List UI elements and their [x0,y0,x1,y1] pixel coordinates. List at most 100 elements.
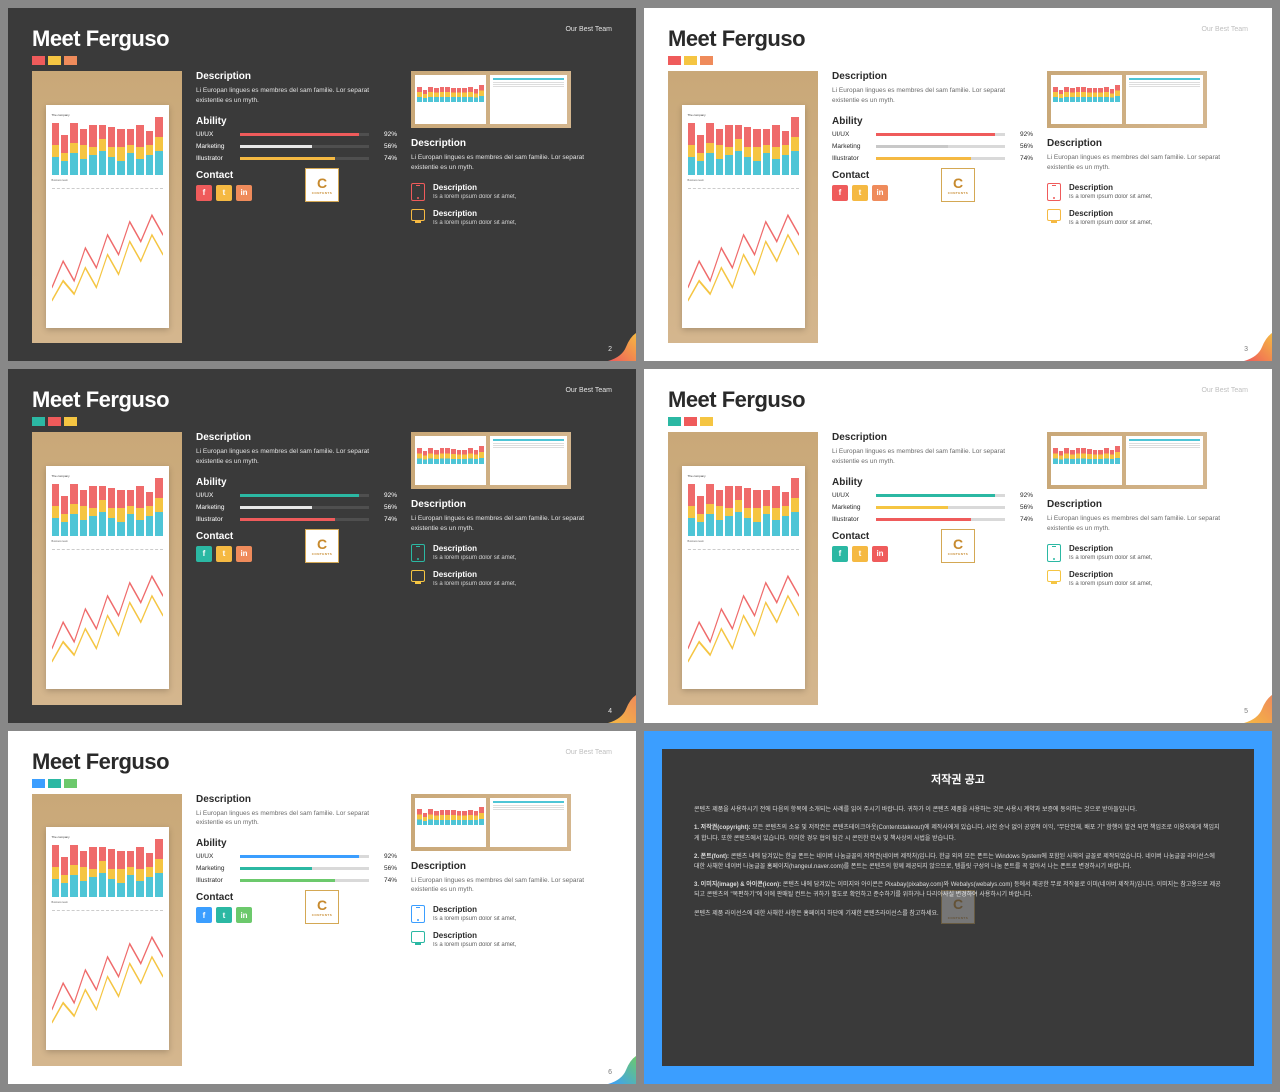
ability-row: Illustrator 74% [196,877,397,884]
ability-bar [876,506,1005,509]
chart-paper: The company Business team [682,105,805,328]
social-button[interactable]: in [872,546,888,562]
icon-desc-title: Description [433,570,516,579]
screen-icon [411,931,425,943]
ability-row: Illustrator 74% [196,516,397,523]
social-button[interactable]: f [196,185,212,201]
social-button[interactable]: t [852,185,868,201]
ability-value: 92% [375,492,397,499]
logo-letter: C [953,536,963,552]
ability-bar [876,145,1005,148]
watermark-logo: C CONTENTS [305,529,339,563]
ability-bar [240,145,369,148]
copyright-title: 저작권 공고 [694,771,1222,790]
ability-row: Marketing 56% [832,143,1033,150]
ability-value: 74% [375,516,397,523]
copyright-p2: 2. 폰트(font): 콘텐츠 내에 담겨있는 한글 폰트는 네이버 나눔글꼴… [694,852,1222,872]
chart-title: The company [52,474,163,478]
corner-decoration [1244,695,1272,723]
accent-tab [64,417,77,426]
slide-title: Meet Ferguso [668,387,805,413]
ability-value: 56% [375,504,397,511]
social-button[interactable]: t [216,546,232,562]
screen-icon [411,570,425,582]
icon-desc-title: Description [433,905,516,914]
chart-subtitle: Business team [688,540,799,543]
social-button[interactable]: in [236,907,252,923]
ability-label: Illustrator [196,516,234,523]
slide-subtitle: Our Best Team [565,387,612,394]
ability-bar [240,518,369,521]
icon-desc-text: Is a lorem ipsum dolor sit amet, [1069,220,1152,226]
logo-subtitle: CONTENTS [312,552,333,556]
ability-label: UI/UX [196,131,234,138]
right-desc-text: Li Europan lingues es membres del sam fa… [411,153,612,173]
social-button[interactable]: t [852,546,868,562]
hero-photo: The company Business team [32,794,182,1066]
ability-label: Illustrator [832,155,870,162]
social-button[interactable]: t [216,185,232,201]
accent-tabs [668,417,1248,426]
accent-tab [668,417,681,426]
slide-title: Meet Ferguso [668,26,805,52]
chart-subtitle: Business team [52,540,163,543]
ability-row: UI/UX 92% [196,492,397,499]
contact-heading: Contact [196,531,397,542]
icon-desc-title: Description [433,544,516,553]
logo-subtitle: CONTENTS [948,191,969,195]
description-text: Li Europan lingues es membres del sam fa… [196,809,397,829]
description-heading: Description [832,71,1033,82]
icon-desc-text: Is a lorem ipsum dolor sit amet, [1069,555,1152,561]
line-chart-area [688,549,799,681]
description-text: Li Europan lingues es membres del sam fa… [196,447,397,467]
description-text: Li Europan lingues es membres del sam fa… [832,86,1033,106]
accent-tabs [668,56,1248,65]
description-heading: Description [196,432,397,443]
ability-bar [240,855,369,858]
slide-subtitle: Our Best Team [565,749,612,756]
social-button[interactable]: in [872,185,888,201]
ability-row: UI/UX 92% [196,131,397,138]
accent-tab [684,417,697,426]
ability-row: UI/UX 92% [832,492,1033,499]
hero-photo: The company Business team [32,71,182,343]
social-button[interactable]: f [832,185,848,201]
ability-heading: Ability [196,838,397,849]
chart-paper: The company Business team [682,466,805,689]
copyright-slide: C CONTENTS 저작권 공고 콘텐츠 제품을 사용하시기 전에 다음의 항… [644,731,1272,1084]
accent-tab [48,417,61,426]
ability-row: Marketing 56% [196,504,397,511]
accent-tab [32,779,45,788]
right-desc-heading: Description [411,499,612,510]
ability-row: Illustrator 74% [832,516,1033,523]
ability-label: Marketing [196,504,234,511]
chart-paper: The company Business team [46,466,169,689]
watermark-logo: C CONTENTS [941,890,975,924]
icon-desc-title: Description [1069,544,1152,553]
social-button[interactable]: in [236,546,252,562]
contact-heading: Contact [832,170,1033,181]
social-button[interactable]: f [832,546,848,562]
social-button[interactable]: in [236,185,252,201]
hero-photo: The company Business team [668,432,818,704]
description-heading: Description [832,432,1033,443]
social-button[interactable]: f [196,907,212,923]
ability-heading: Ability [196,116,397,127]
ability-bar [240,867,369,870]
phone-icon [411,183,425,201]
ability-value: 74% [1011,155,1033,162]
ability-bar [876,518,1005,521]
ability-row: Marketing 56% [832,504,1033,511]
description-heading: Description [196,71,397,82]
icon-desc-title: Description [1069,209,1152,218]
line-chart-area [52,910,163,1042]
right-desc-heading: Description [411,861,612,872]
ability-label: Marketing [196,143,234,150]
social-button[interactable]: f [196,546,212,562]
description-text: Li Europan lingues es membres del sam fa… [832,447,1033,467]
accent-tab [48,56,61,65]
ability-value: 92% [375,853,397,860]
ability-label: Illustrator [832,516,870,523]
social-button[interactable]: t [216,907,232,923]
icon-desc-title: Description [1069,183,1152,192]
